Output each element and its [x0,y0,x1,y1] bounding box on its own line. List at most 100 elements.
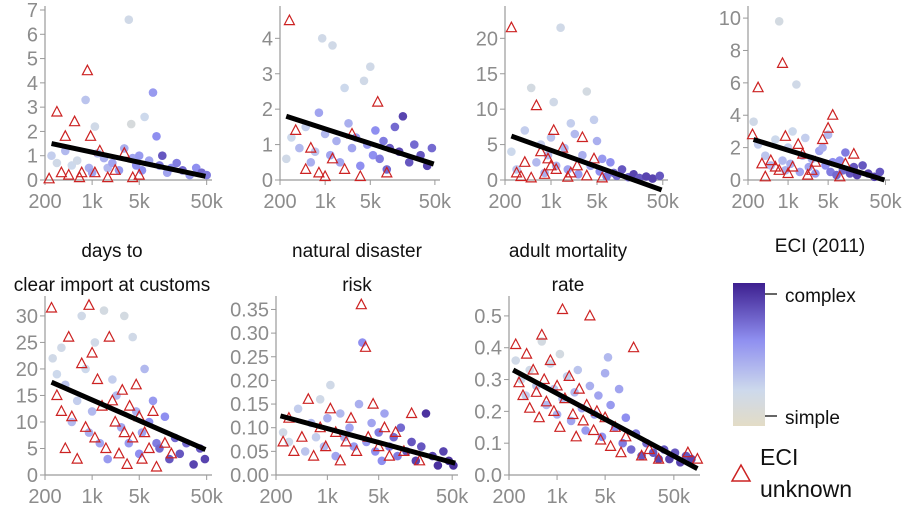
data-point-known-eci [774,17,784,26]
data-point-known-eci [160,412,170,422]
data-point-known-eci [818,143,827,152]
y-tick-label: 5 [27,438,38,460]
data-point-unknown-eci [312,166,325,178]
y-tick-label: 2 [262,99,273,121]
y-tick-label: 10 [476,99,498,121]
x-tick-label: 200 [28,486,61,508]
data-point-known-eci [108,375,117,384]
data-point-unknown-eci [513,375,525,388]
data-point-known-eci [556,23,565,32]
x-tick-label: 1k [540,191,562,213]
data-point-known-eci [81,364,90,374]
data-point-unknown-eci [372,439,385,452]
data-point-unknown-eci [755,157,768,169]
trend-line [511,367,699,471]
x-tick-label: 1k [82,191,104,213]
data-point-unknown-eci [165,447,178,459]
data-point-unknown-eci [520,347,533,359]
data-point-known-eci [410,140,419,149]
data-point-known-eci [293,404,303,414]
data-point-known-eci [875,167,885,177]
data-point-known-eci [148,396,158,406]
y-tick-label: 20 [476,28,498,50]
data-point-unknown-eci [75,165,88,178]
data-point-unknown-eci [550,162,563,174]
data-point-known-eci [368,150,378,160]
data-point-known-eci [379,136,388,146]
x-tick-label: 1k [82,486,104,508]
y-tick-label: 8 [730,40,741,62]
data-point-unknown-eci [383,449,396,461]
data-point-unknown-eci [764,153,777,166]
data-point-known-eci [600,368,610,378]
data-point-unknown-eci [123,399,136,411]
data-point-known-eci [507,147,516,156]
data-point-unknown-eci [45,301,58,313]
data-point-known-eci [761,151,770,160]
data-point-unknown-eci [324,402,337,414]
data-point-unknown-eci [126,431,139,443]
data-point-unknown-eci [782,166,795,179]
data-point-unknown-eci [283,13,296,26]
data-point-unknown-eci [413,454,426,466]
y-tick-label: 0.15 [230,394,269,416]
data-point-known-eci [511,356,520,365]
trend-line [51,141,206,179]
y-tick-label: 0.30 [230,323,269,345]
data-point-known-eci [398,112,408,121]
data-point-unknown-eci [534,144,547,157]
data-point-known-eci [300,447,310,456]
data-point-unknown-eci [130,378,143,390]
data-point-unknown-eci [551,379,564,391]
data-point-known-eci [67,417,77,427]
data-point-unknown-eci [533,410,546,423]
x-tick-label: 200 [488,191,521,213]
data-point-unknown-eci [847,147,860,159]
data-point-unknown-eci [627,340,640,353]
data-point-unknown-eci [776,56,789,69]
data-point-known-eci [749,117,758,126]
data-point-unknown-eci [50,105,63,117]
x-tick-label: 200 [263,191,296,213]
data-point-known-eci [592,136,602,146]
data-point-unknown-eci [118,425,131,438]
data-point-unknown-eci [547,404,560,416]
x-tick-label: 50k [869,191,902,213]
scatter-panel-2: 0 1 2 3 4 200 1k 5k 50k [262,6,452,213]
data-point-known-eci [345,423,354,433]
data-point-known-eci [124,438,134,448]
data-point-unknown-eci [62,330,75,342]
y-tick-label: 5 [487,135,498,157]
data-point-known-eci [340,83,349,93]
legend-unknown-label-1: ECI [760,444,798,470]
data-point-unknown-eci [65,409,78,422]
data-point-known-eci [148,88,158,97]
data-point-known-eci [336,409,345,418]
data-point-unknown-eci [604,439,617,451]
scatter-panel-4: 0 2 4 6 8 10 200 1k 5k 50k [719,6,903,213]
data-point-known-eci [331,451,341,461]
data-point-known-eci [326,380,335,390]
scatter-panel-6: 0.000.050.100.150.200.250.300.35 200 1k 5k 5… [230,241,469,508]
data-point-unknown-eci [75,356,88,369]
data-point-unknown-eci [515,169,527,182]
data-point-known-eci [578,150,587,160]
data-point-unknown-eci [577,414,590,426]
data-point-known-eci [380,409,389,418]
scatter-panel-3: 0 5 10 15 20 200 1k 5k 50k [476,6,680,213]
data-point-unknown-eci [652,452,665,464]
data-point-known-eci [366,62,375,71]
data-point-known-eci [367,418,376,428]
y-tick-label: 0.25 [230,347,269,369]
data-point-unknown-eci [792,137,805,149]
data-point-known-eci [359,76,369,86]
data-point-known-eci [648,174,657,183]
data-point-unknown-eci [277,435,290,447]
trend-line [279,413,456,466]
data-point-unknown-eci [91,372,104,385]
y-tick-label: 2 [730,138,741,160]
x-tick-label: 1k [315,191,337,213]
data-point-known-eci [555,349,565,359]
x-tick-label: 50k [647,191,680,213]
